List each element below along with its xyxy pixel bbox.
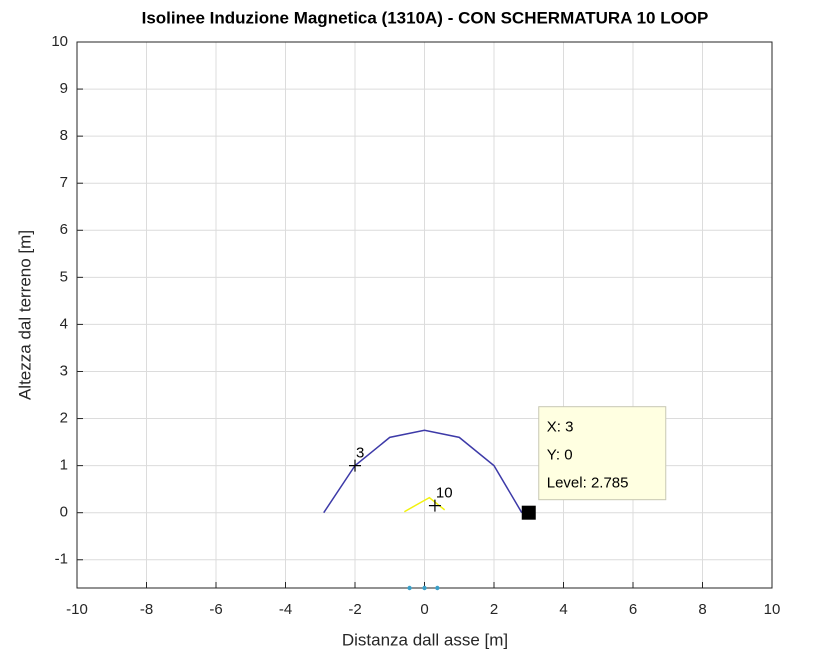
y-axis-label: Altezza dal terreno [m]: [15, 230, 34, 400]
y-tick-label: 10: [51, 33, 68, 50]
contour-line: [403, 496, 446, 513]
x-tick-label: -4: [279, 601, 292, 618]
y-tick-label: 3: [60, 362, 68, 379]
datatip-text: X: 3: [547, 419, 574, 436]
y-tick-label: 4: [60, 315, 68, 332]
y-tick-label: 0: [60, 504, 68, 521]
datatip-text: Y: 0: [547, 447, 573, 464]
x-tick-label: -10: [66, 601, 88, 618]
datatip-marker: [521, 505, 536, 520]
point: [422, 585, 427, 591]
x-tick-label: 4: [559, 601, 567, 618]
chart-title: Isolinee Induzione Magnetica (1310A) - C…: [142, 8, 709, 27]
datatip-text: Level: 2.785: [547, 475, 629, 492]
y-tick-label: 5: [60, 268, 68, 285]
y-tick-label: 1: [60, 457, 68, 474]
x-tick-label: -2: [348, 601, 361, 618]
point: [435, 585, 440, 591]
x-axis-label: Distanza dall asse [m]: [342, 630, 508, 649]
x-tick-label: 6: [629, 601, 637, 618]
contour-label: 3: [356, 445, 364, 462]
x-tick-label: -8: [140, 601, 153, 618]
y-tick-label: 7: [60, 174, 68, 191]
contour-label-marker: [428, 499, 441, 512]
x-tick-label: 8: [698, 601, 706, 618]
x-tick-label: -6: [209, 601, 222, 618]
x-tick-label: 2: [490, 601, 498, 618]
y-tick-label: -1: [55, 551, 68, 568]
y-tick-label: 9: [60, 80, 68, 97]
x-tick-label: 0: [420, 601, 428, 618]
y-tick-label: 2: [60, 410, 68, 427]
y-tick-label: 8: [60, 127, 68, 144]
x-tick-label: 10: [764, 601, 781, 618]
contour-label: 10: [436, 485, 453, 502]
y-tick-label: 6: [60, 221, 68, 238]
point: [407, 585, 412, 591]
datatip-box: [538, 406, 667, 501]
contour-label-marker: [349, 459, 361, 472]
